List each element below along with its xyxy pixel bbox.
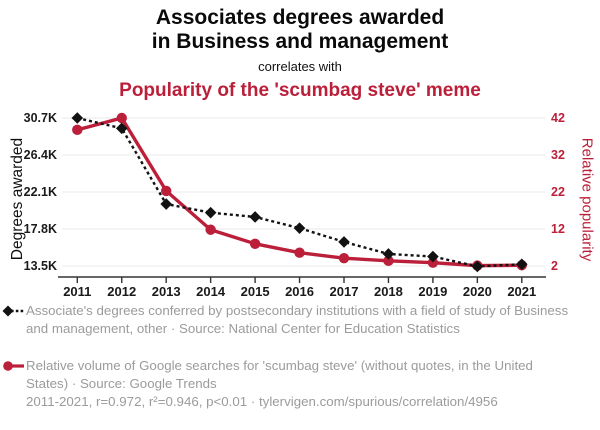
legend-text-degrees: Associate's degrees conferred by postsec… bbox=[26, 303, 569, 336]
chart-header: Associates degrees awarded in Business an… bbox=[0, 6, 600, 102]
right-axis-tick-label: 32 bbox=[551, 148, 565, 162]
title-line-2: in Business and management bbox=[151, 30, 449, 53]
red-circle-solid-line-icon bbox=[3, 361, 24, 371]
right-axis-tick-label: 42 bbox=[551, 111, 565, 125]
left-axis-tick-label: 30.7K bbox=[23, 111, 57, 125]
left-axis-tick-label: 22.1K bbox=[23, 185, 57, 199]
right-axis-tick-label: 2 bbox=[551, 259, 558, 273]
right-axis-tick-label: 12 bbox=[551, 222, 565, 236]
left-axis-tick-label: 13.5K bbox=[23, 259, 57, 273]
x-axis-year-label: 2019 bbox=[418, 284, 448, 299]
legend-item-degrees: Associate's degrees conferred by postsec… bbox=[2, 302, 582, 337]
stats-footer: 2011-2021, r=0.972, r²=0.946, p<0.01 · t… bbox=[26, 394, 498, 409]
left-axis-tick-label: 17.8K bbox=[23, 222, 57, 236]
page-title: Associates degrees awarded in Business an… bbox=[0, 6, 600, 54]
x-axis-year-label: 2013 bbox=[151, 284, 181, 299]
x-axis-year-label: 2012 bbox=[107, 284, 137, 299]
x-axis-year-label: 2011 bbox=[63, 284, 92, 299]
correlates-with-label: correlates with bbox=[258, 59, 342, 74]
legend-item-popularity: Relative volume of Google searches for '… bbox=[2, 357, 582, 392]
left-axis-tick-label: 26.4K bbox=[23, 148, 57, 162]
x-axis-year-label: 2020 bbox=[462, 284, 492, 299]
x-axis-year-label: 2017 bbox=[329, 284, 359, 299]
x-axis-year-label: 2018 bbox=[373, 284, 403, 299]
x-axis-year-label: 2014 bbox=[196, 284, 226, 299]
x-axis-year-label: 2015 bbox=[240, 284, 270, 299]
title-line-1: Associates degrees awarded bbox=[155, 6, 445, 29]
legend-text-popularity: Relative volume of Google searches for '… bbox=[26, 358, 533, 391]
plot-canvas bbox=[58, 112, 546, 283]
black-diamond-dashed-line-icon bbox=[2, 305, 24, 317]
right-axis-tick-label: 22 bbox=[551, 185, 565, 199]
chart-subtitle: Popularity of the 'scumbag steve' meme bbox=[119, 80, 481, 101]
x-axis-year-label: 2016 bbox=[285, 284, 314, 299]
x-axis-year-label: 2021 bbox=[507, 284, 537, 299]
chart-area: Degrees awarded Relative popularity 30.7… bbox=[0, 103, 600, 303]
